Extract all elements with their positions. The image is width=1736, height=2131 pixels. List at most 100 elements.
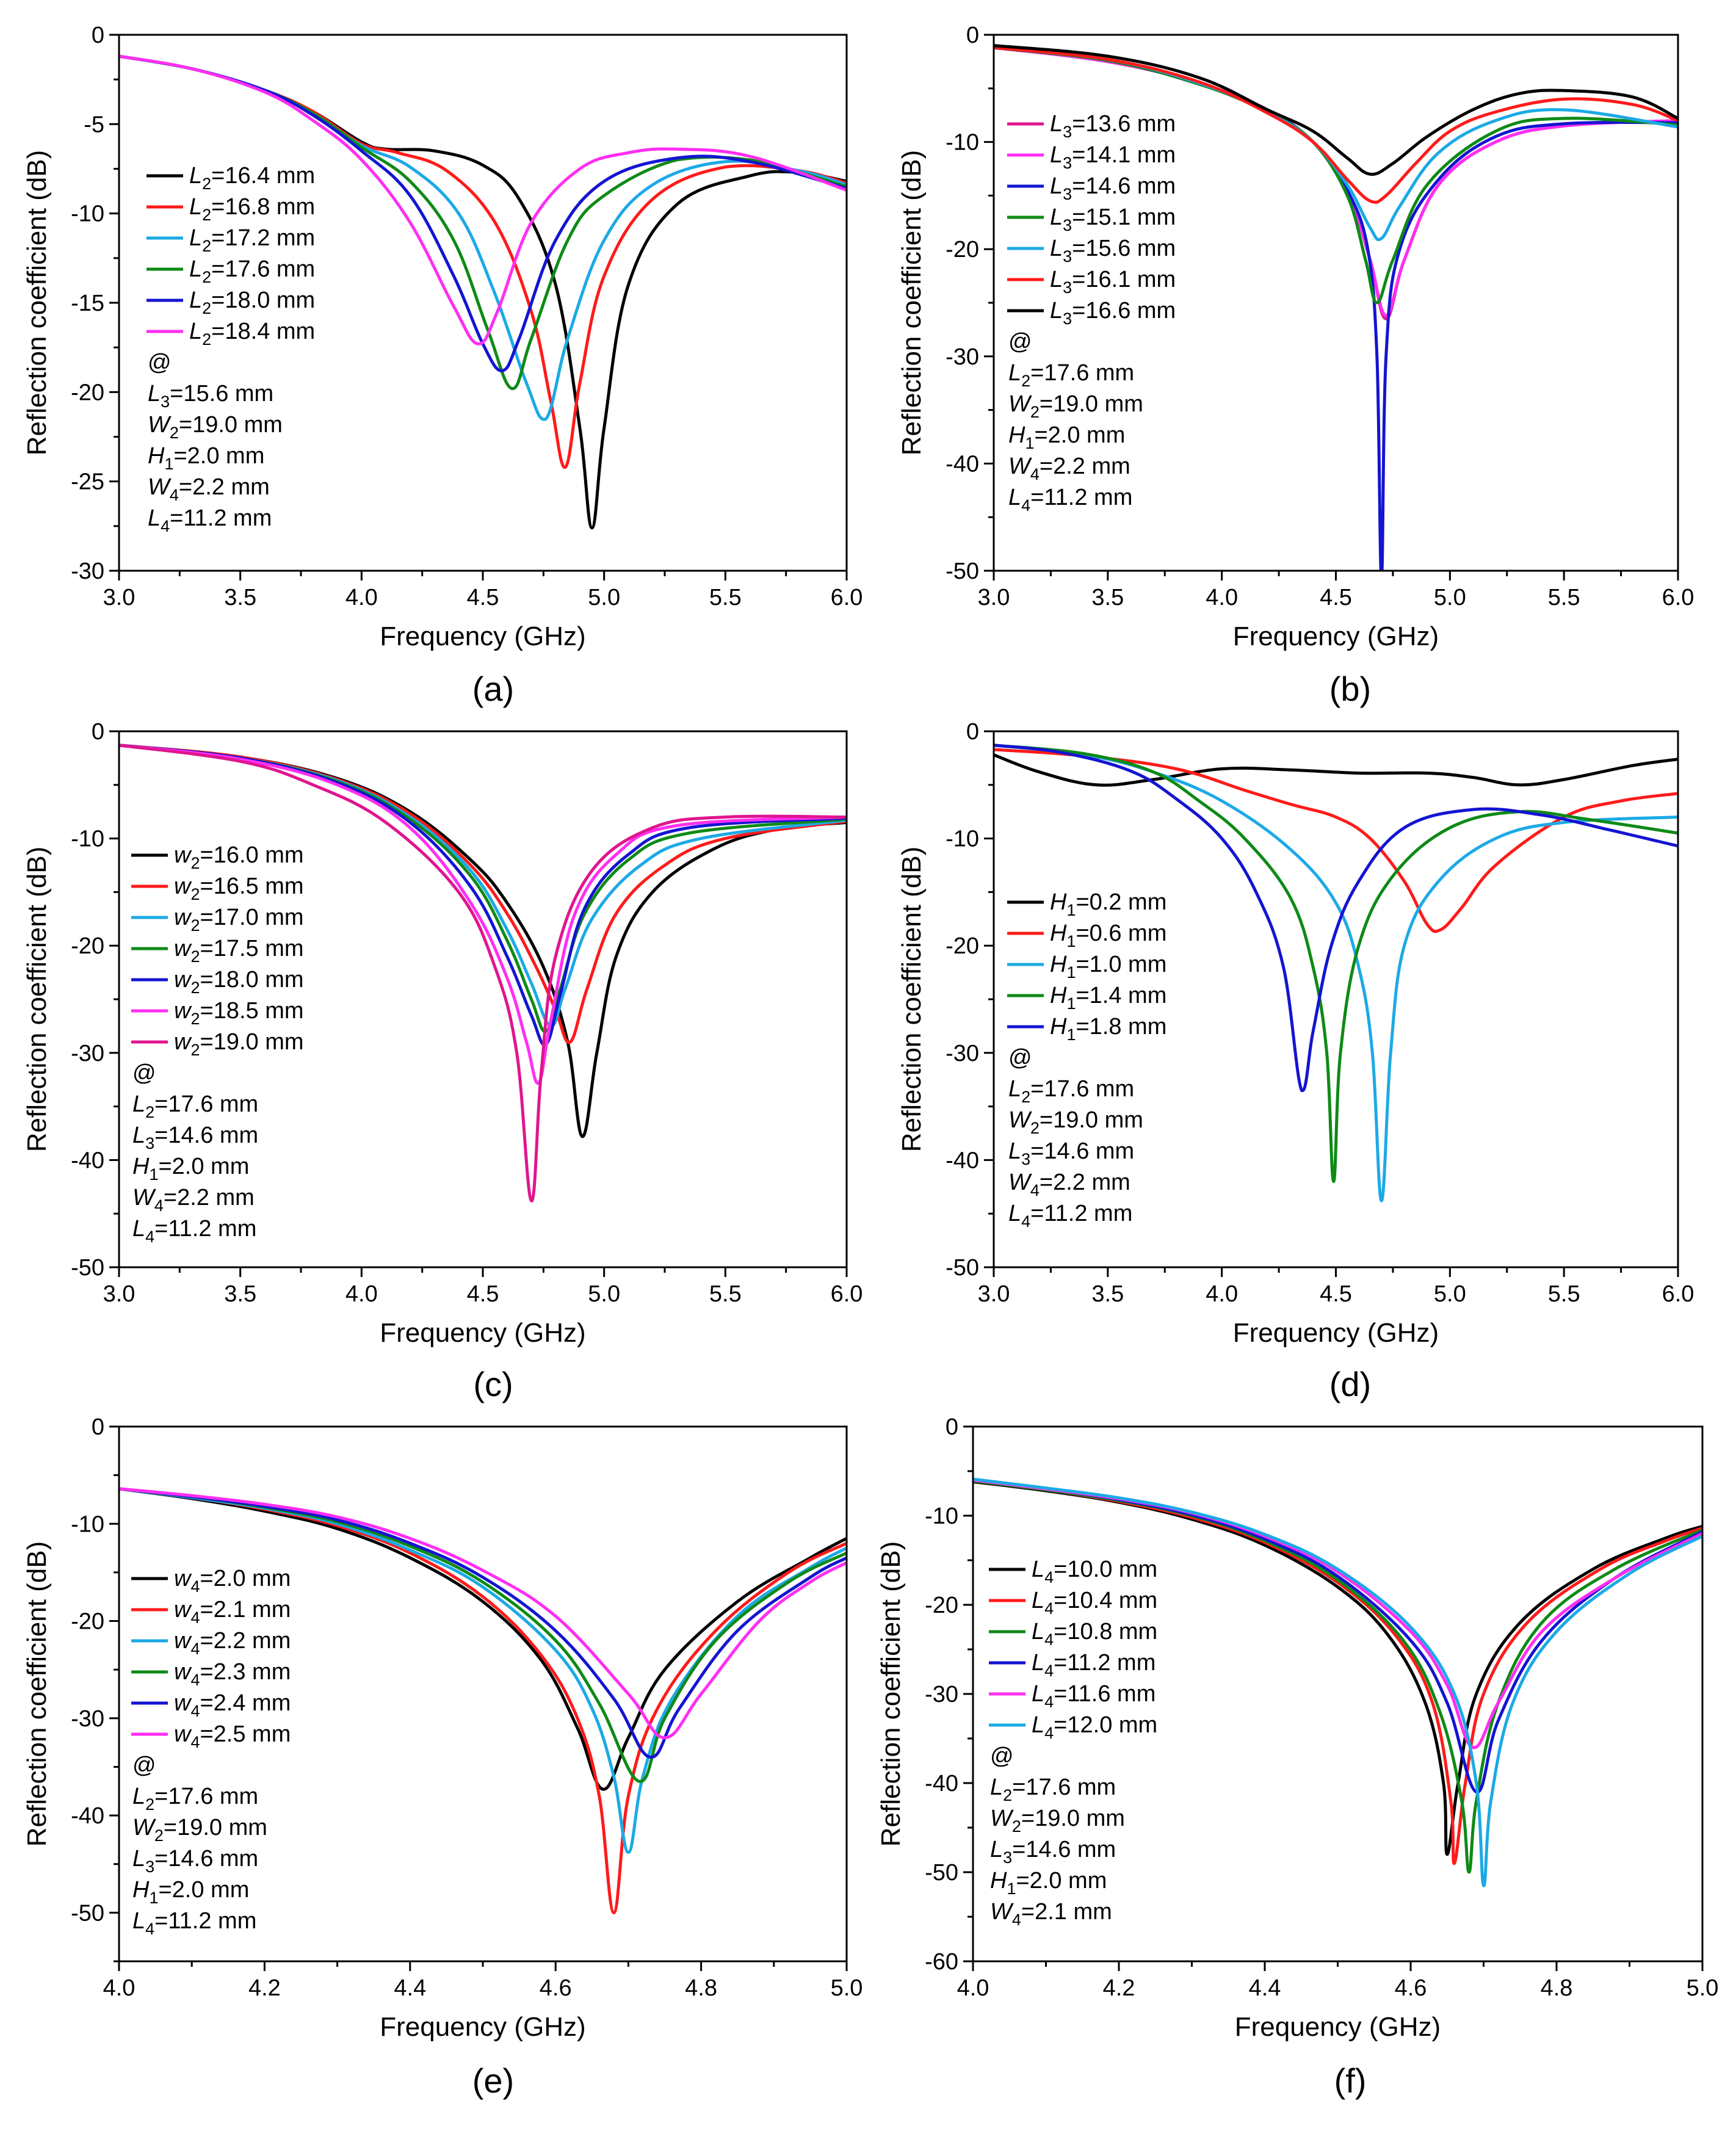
y-axis-title: Reflection coefficient (dB) [897,847,927,1152]
x-tick-label: 4.0 [1206,585,1238,610]
legend-subscript: 2 [145,1103,154,1121]
legend-subscript: 2 [1021,372,1030,390]
legend-subscript: 3 [1003,1848,1012,1867]
x-tick-label: 4.0 [345,585,378,610]
legend-param-2: W2=19.0 mm [1008,391,1143,421]
legend-var: L [1032,1681,1044,1707]
legend-value: =10.8 mm [1054,1619,1157,1644]
legend-value: =16.0 mm [200,842,303,868]
x-tick-label: 3.0 [103,585,136,610]
x-tick-label: 6.0 [831,1281,863,1307]
legend-param-2: W2=19.0 mm [132,1815,267,1845]
legend-value: =15.6 mm [1072,236,1176,261]
legend-subscript: 1 [1066,994,1076,1013]
legend-value: =2.0 mm [158,1154,249,1179]
y-tick-label: -10 [71,827,104,852]
legend-var: H [1050,921,1067,946]
y-tick-label: -40 [946,1148,979,1173]
legend-value: =14.6 mm [1012,1837,1116,1862]
legend-value: =17.6 mm [1030,1076,1134,1102]
legend-value: =13.6 mm [1072,111,1176,137]
legend-subscript: 4 [154,1196,164,1215]
y-tick-label: -30 [71,559,104,584]
legend-entry-5: L2=18.0 mm [189,288,315,317]
legend-var: H [1008,422,1025,448]
legend-value: =16.4 mm [211,163,315,189]
y-tick-label: -30 [71,1706,104,1732]
legend-subscript: 4 [1044,1568,1054,1586]
legend-entry-5: H1=1.8 mm [1050,1014,1166,1044]
legend-subscript: 4 [190,1702,200,1720]
legend-entry-3: L4=10.8 mm [1032,1619,1157,1649]
legend-at-symbol: @ [132,1060,156,1086]
legend-param-1: L2=17.6 mm [132,1091,258,1121]
legend-at-symbol: @ [1008,1045,1032,1071]
legend-param-1: L2=17.6 mm [1008,360,1134,390]
legend-var: W [1008,391,1032,417]
legend-value: =0.2 mm [1076,889,1166,915]
legend-entry-2: L3=14.1 mm [1050,142,1176,172]
legend-value: =14.1 mm [1072,142,1176,168]
legend-entry-1: H1=0.2 mm [1050,889,1166,919]
legend-value: =17.0 mm [200,905,303,930]
y-tick-label: -30 [946,344,979,370]
x-tick-label: 5.0 [1434,1281,1466,1307]
legend-entry-2: w4=2.1 mm [174,1597,291,1627]
y-axis-title: Reflection coefficient (dB) [897,150,927,456]
legend-value: =2.0 mm [158,1877,249,1903]
legend-subscript: 3 [1063,123,1072,141]
legend-var: L [132,1216,145,1242]
legend-var: W [1008,454,1032,479]
y-axis-title: Reflection coefficient (dB) [22,1541,52,1847]
legend-value: =2.2 mm [164,1185,255,1210]
legend-value: =2.2 mm [179,474,270,500]
y-tick-label: -20 [71,1609,104,1635]
legend-entry-1: L4=10.0 mm [1032,1557,1157,1586]
legend-entry-4: H1=1.4 mm [1050,983,1166,1013]
legend-param-1: L2=17.6 mm [990,1775,1116,1804]
panel-caption: (d) [1329,1365,1371,1403]
legend-value: =16.1 mm [1072,267,1176,292]
y-axis-title: Reflection coefficient (dB) [22,847,52,1152]
legend-value: =19.0 mm [1021,1806,1125,1831]
legend-subscript: 2 [1021,1088,1030,1106]
legend-entry-4: L4=11.2 mm [1032,1650,1156,1680]
legend-at-symbol: @ [132,1753,156,1778]
legend-subscript: 3 [1063,309,1072,328]
y-tick-label: -10 [71,1511,104,1537]
legend-var: L [1008,1076,1021,1102]
legend-subscript: 2 [170,424,179,442]
legend-var: L [132,1908,145,1934]
x-tick-label: 3.5 [1091,585,1124,610]
legend-var: H [132,1154,150,1179]
legend-value: =19.0 mm [1040,1107,1143,1133]
x-axis-title: Frequency (GHz) [380,621,585,651]
legend-var: w [174,1566,192,1591]
legend-var: L [189,256,202,282]
legend-var: L [990,1775,1003,1800]
x-tick-label: 4.0 [103,1975,136,2001]
series-line-6 [119,54,847,346]
legend-var: w [174,998,192,1024]
legend-value: =11.2 mm [154,1216,256,1242]
legend-value: =18.4 mm [211,319,315,344]
legend-subscript: 2 [1030,403,1040,421]
legend-param-5: W4=2.1 mm [990,1899,1112,1929]
legend-var: L [189,225,202,251]
legend-subscript: 2 [190,916,200,935]
legend-subscript: 2 [202,299,211,317]
legend-value: =11.2 mm [1030,1201,1132,1226]
legend-value: =2.2 mm [1040,1170,1130,1195]
legend-subscript: 4 [145,1920,154,1938]
legend-subscript: 2 [145,1795,154,1814]
legend-var: L [148,381,161,407]
legend-var: w [174,967,192,993]
legend-value: =2.0 mm [173,443,264,469]
legend-value: =17.2 mm [211,225,315,251]
legend-at-symbol: @ [990,1743,1014,1769]
legend-subscript: 2 [1030,1119,1040,1137]
x-axis-title: Frequency (GHz) [380,2012,585,2042]
legend-param-4: H1=2.0 mm [132,1877,249,1907]
y-tick-label: 0 [92,23,104,48]
